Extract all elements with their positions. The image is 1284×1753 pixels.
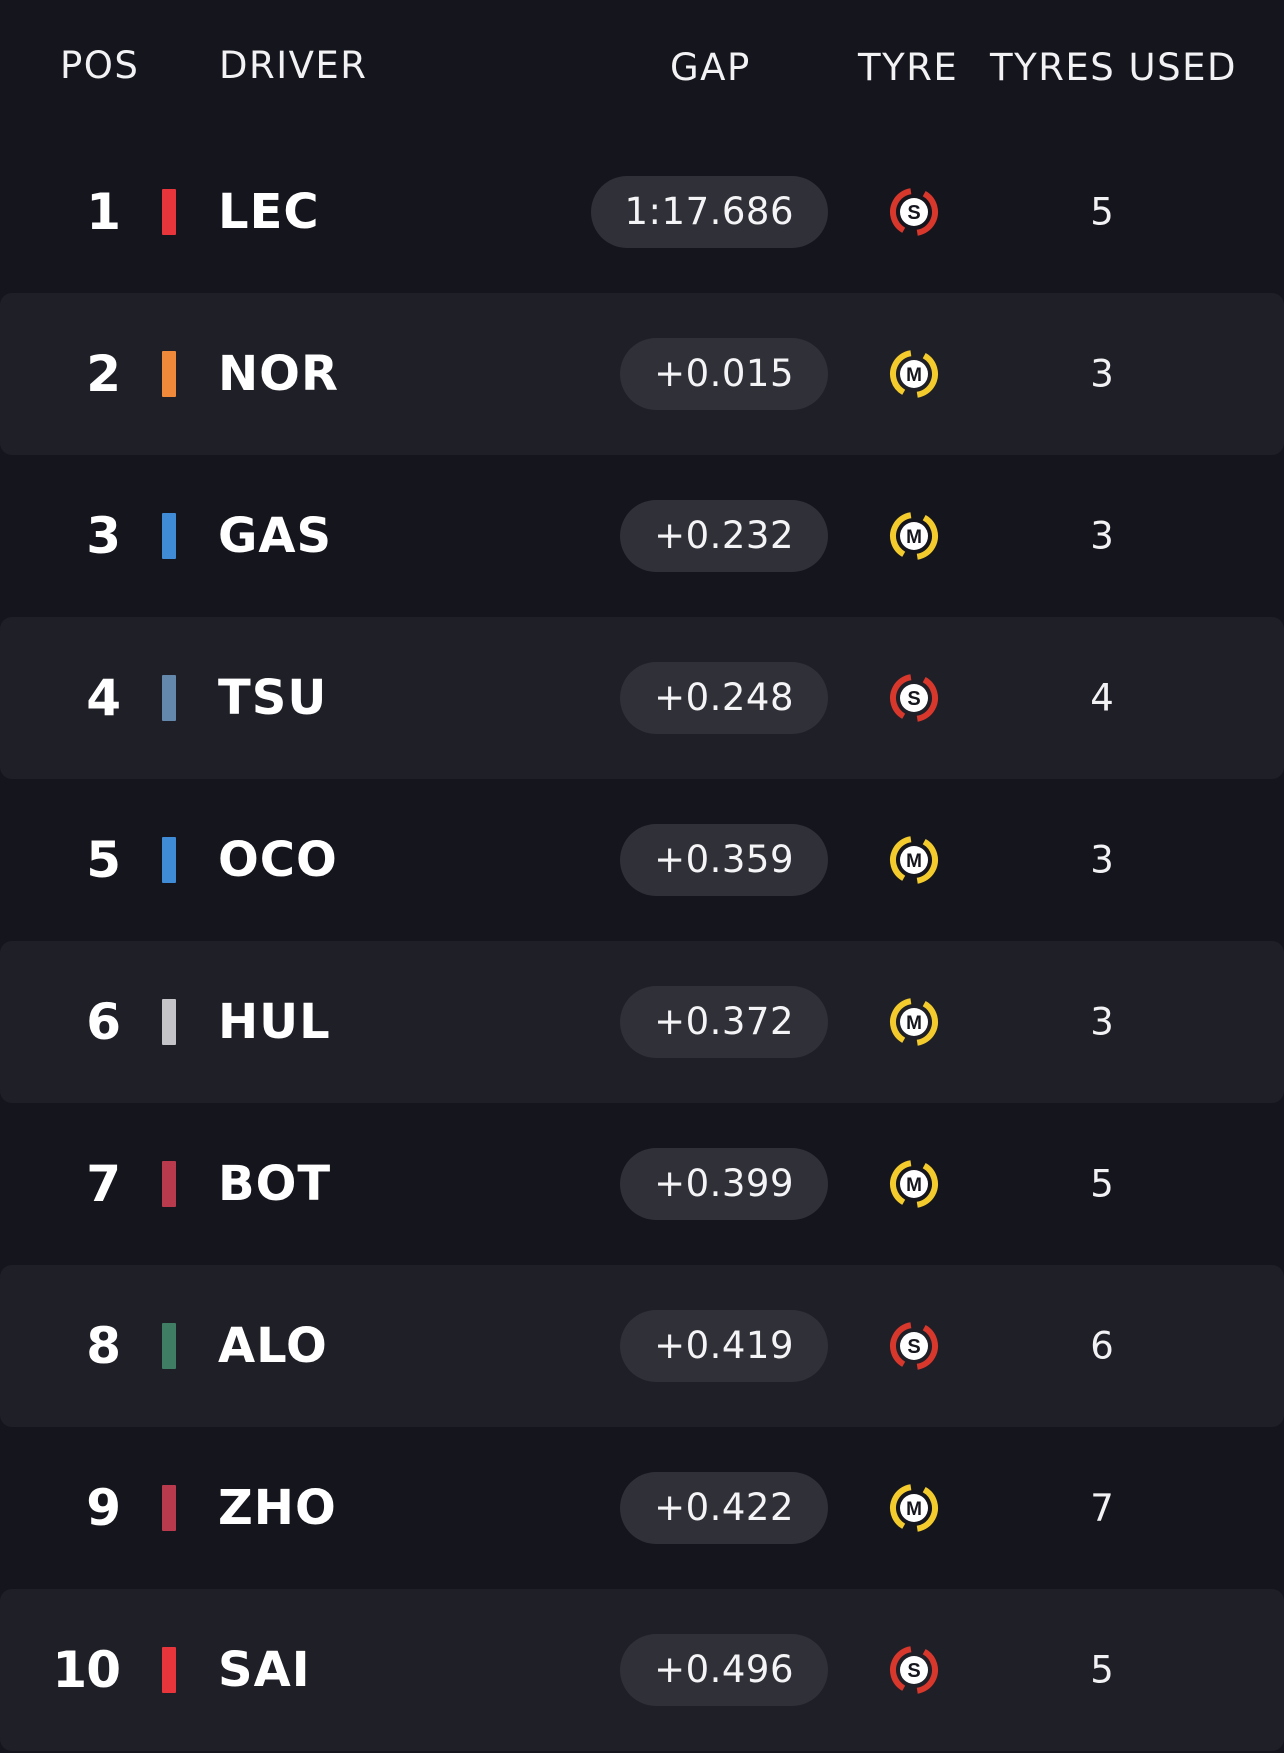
tyre-compound-letter: S bbox=[907, 202, 920, 224]
driver-row[interactable]: 3 GAS +0.232 M 3 bbox=[0, 455, 1284, 617]
tyre-compound-letter: M bbox=[906, 1175, 922, 1196]
gap-pill: +0.422 bbox=[620, 1472, 828, 1544]
team-color-bar bbox=[162, 999, 176, 1045]
driver-row[interactable]: 1 LEC 1:17.686 S 5 bbox=[0, 131, 1284, 293]
gap-pill: +0.372 bbox=[620, 986, 828, 1058]
tyres-used-count: 3 bbox=[1090, 514, 1114, 558]
driver-code: ALO bbox=[218, 1318, 328, 1374]
tyre-compound-letter: M bbox=[906, 365, 922, 386]
tyres-used-count: 5 bbox=[1090, 1162, 1114, 1206]
medium-tyre-icon: M bbox=[888, 996, 940, 1048]
tyres-used-count: 3 bbox=[1090, 352, 1114, 396]
gap-pill: +0.419 bbox=[620, 1310, 828, 1382]
header-gap: GAP bbox=[670, 46, 751, 89]
tyre-compound-letter: M bbox=[906, 527, 922, 548]
position-number: 1 bbox=[86, 183, 121, 241]
team-color-bar bbox=[162, 1647, 176, 1693]
driver-code: TSU bbox=[218, 670, 328, 726]
position-number: 6 bbox=[86, 993, 121, 1051]
driver-code: NOR bbox=[218, 346, 339, 402]
tyre-compound-letter: S bbox=[907, 688, 920, 710]
position-number: 2 bbox=[86, 345, 121, 403]
driver-row[interactable]: 10 SAI +0.496 S 5 bbox=[0, 1589, 1284, 1751]
medium-tyre-icon: M bbox=[888, 348, 940, 400]
tyre-compound-letter: M bbox=[906, 1013, 922, 1034]
tyre-compound-letter: S bbox=[907, 1660, 920, 1682]
position-number: 3 bbox=[86, 507, 121, 565]
soft-tyre-icon: S bbox=[888, 672, 940, 724]
driver-code: LEC bbox=[218, 184, 320, 240]
team-color-bar bbox=[162, 351, 176, 397]
driver-row[interactable]: 7 BOT +0.399 M 5 bbox=[0, 1103, 1284, 1265]
driver-row[interactable]: 8 ALO +0.419 S 6 bbox=[0, 1265, 1284, 1427]
driver-code: HUL bbox=[218, 994, 331, 1050]
tyre-compound-letter: M bbox=[906, 851, 922, 872]
driver-row[interactable]: 4 TSU +0.248 S 4 bbox=[0, 617, 1284, 779]
team-color-bar bbox=[162, 1323, 176, 1369]
tyres-used-count: 5 bbox=[1090, 1648, 1114, 1692]
tyres-used-count: 4 bbox=[1090, 676, 1114, 720]
team-color-bar bbox=[162, 837, 176, 883]
team-color-bar bbox=[162, 675, 176, 721]
tyres-used-count: 6 bbox=[1090, 1324, 1114, 1368]
tyre-compound-letter: M bbox=[906, 1499, 922, 1520]
position-number: 8 bbox=[86, 1317, 121, 1375]
position-number: 5 bbox=[86, 831, 121, 889]
position-number: 10 bbox=[52, 1641, 121, 1699]
gap-pill: +0.496 bbox=[620, 1634, 828, 1706]
medium-tyre-icon: M bbox=[888, 510, 940, 562]
table-header: POS DRIVER GAP TYRE TYRES USED bbox=[0, 0, 1284, 130]
tyres-used-count: 7 bbox=[1090, 1486, 1114, 1530]
medium-tyre-icon: M bbox=[888, 1158, 940, 1210]
driver-row[interactable]: 6 HUL +0.372 M 3 bbox=[0, 941, 1284, 1103]
driver-code: GAS bbox=[218, 508, 333, 564]
driver-row[interactable]: 2 NOR +0.015 M 3 bbox=[0, 293, 1284, 455]
team-color-bar bbox=[162, 189, 176, 235]
header-tyre: TYRE bbox=[858, 46, 959, 89]
driver-code: BOT bbox=[218, 1156, 332, 1212]
gap-pill: 1:17.686 bbox=[590, 176, 828, 248]
driver-code: ZHO bbox=[218, 1480, 337, 1536]
medium-tyre-icon: M bbox=[888, 834, 940, 886]
team-color-bar bbox=[162, 1161, 176, 1207]
soft-tyre-icon: S bbox=[888, 186, 940, 238]
gap-pill: +0.232 bbox=[620, 500, 828, 572]
team-color-bar bbox=[162, 513, 176, 559]
soft-tyre-icon: S bbox=[888, 1644, 940, 1696]
driver-code: OCO bbox=[218, 832, 338, 888]
team-color-bar bbox=[162, 1485, 176, 1531]
header-driver: DRIVER bbox=[219, 44, 368, 87]
header-pos: POS bbox=[60, 44, 140, 87]
driver-row[interactable]: 5 OCO +0.359 M 3 bbox=[0, 779, 1284, 941]
tyres-used-count: 3 bbox=[1090, 1000, 1114, 1044]
position-number: 4 bbox=[86, 669, 121, 727]
gap-pill: +0.359 bbox=[620, 824, 828, 896]
medium-tyre-icon: M bbox=[888, 1482, 940, 1534]
gap-pill: +0.248 bbox=[620, 662, 828, 734]
position-number: 7 bbox=[86, 1155, 121, 1213]
soft-tyre-icon: S bbox=[888, 1320, 940, 1372]
gap-pill: +0.015 bbox=[620, 338, 828, 410]
position-number: 9 bbox=[86, 1479, 121, 1537]
tyre-compound-letter: S bbox=[907, 1336, 920, 1358]
driver-code: SAI bbox=[218, 1642, 311, 1698]
driver-row[interactable]: 9 ZHO +0.422 M 7 bbox=[0, 1427, 1284, 1589]
tyres-used-count: 5 bbox=[1090, 190, 1114, 234]
driver-list: 1 LEC 1:17.686 S 5 2 NOR +0.015 M 3 3 GAS +0.232 M 3 4 T… bbox=[0, 131, 1284, 1751]
gap-pill: +0.399 bbox=[620, 1148, 828, 1220]
header-tyres-used: TYRES USED bbox=[990, 46, 1237, 89]
tyres-used-count: 3 bbox=[1090, 838, 1114, 882]
